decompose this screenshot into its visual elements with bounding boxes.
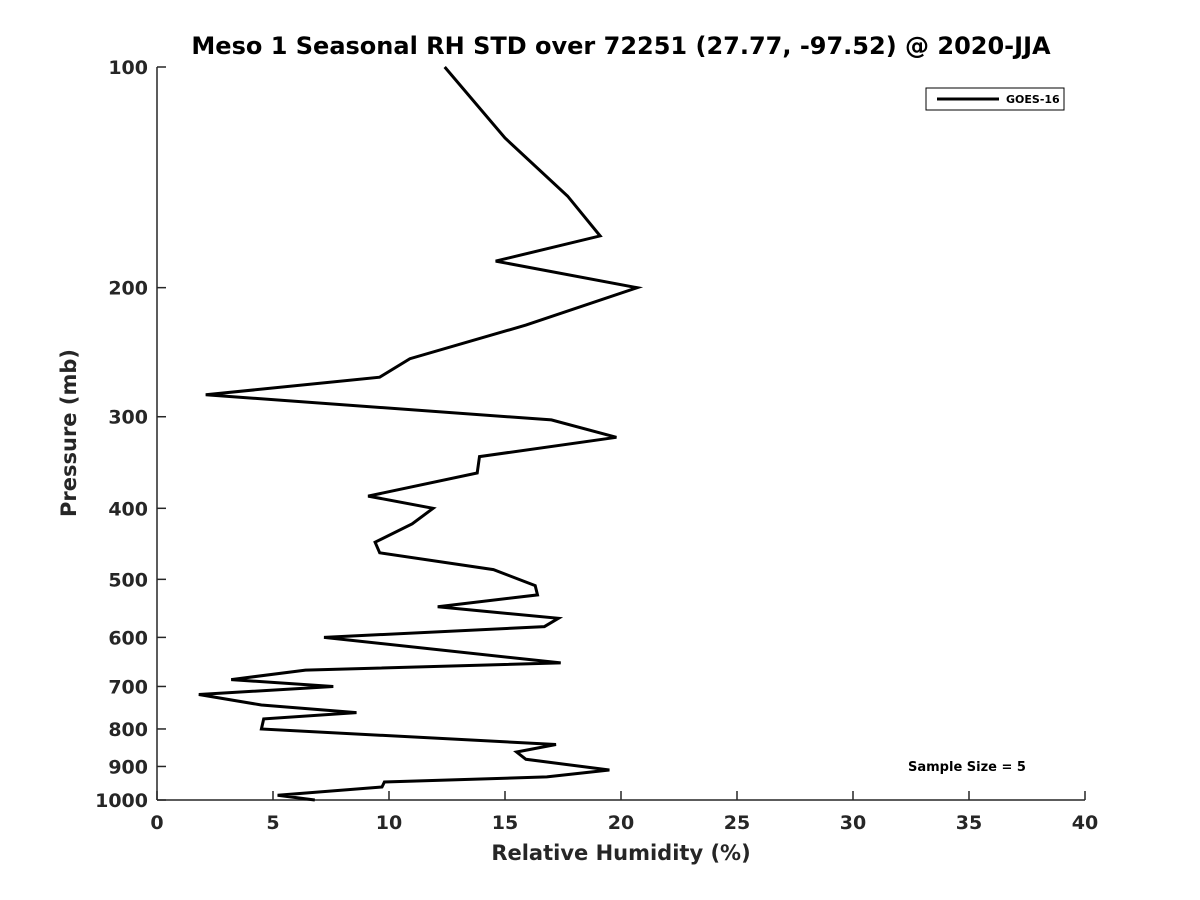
y-tick-label: 400 [108, 498, 148, 520]
x-tick-label: 30 [840, 812, 866, 834]
x-axis-ticks: 0 5 10 15 20 25 30 35 40 [150, 791, 1098, 834]
y-tick-label: 500 [108, 569, 148, 591]
x-tick-label: 35 [956, 812, 982, 834]
x-tick-label: 20 [608, 812, 634, 834]
x-tick-label: 15 [492, 812, 518, 834]
y-axis-ticks: 100 200 300 400 500 600 700 800 900 1000 [95, 57, 166, 812]
y-tick-label: 100 [108, 57, 148, 79]
y-tick-label: 700 [108, 676, 148, 698]
y-axis-label: Pressure (mb) [57, 349, 81, 517]
legend: GOES-16 [925, 87, 1065, 111]
x-tick-label: 0 [150, 812, 163, 834]
y-tick-label: 800 [108, 719, 148, 741]
y-tick-label: 1000 [95, 790, 148, 812]
y-tick-label: 200 [108, 278, 148, 300]
y-tick-label: 900 [108, 756, 148, 778]
series-line-goes-16 [198, 66, 644, 802]
chart-title: Meso 1 Seasonal RH STD over 72251 (27.77… [191, 32, 1051, 60]
x-tick-label: 5 [266, 812, 279, 834]
x-tick-label: 40 [1072, 812, 1098, 834]
series-layer [198, 66, 644, 802]
x-tick-label: 10 [376, 812, 402, 834]
x-axis-label: Relative Humidity (%) [491, 841, 750, 865]
x-tick-label: 25 [724, 812, 750, 834]
y-tick-label: 600 [108, 627, 148, 649]
sample-size-annotation: Sample Size = 5 [908, 760, 1026, 775]
legend-label-goes-16: GOES-16 [1006, 93, 1060, 106]
y-tick-label: 300 [108, 407, 148, 429]
